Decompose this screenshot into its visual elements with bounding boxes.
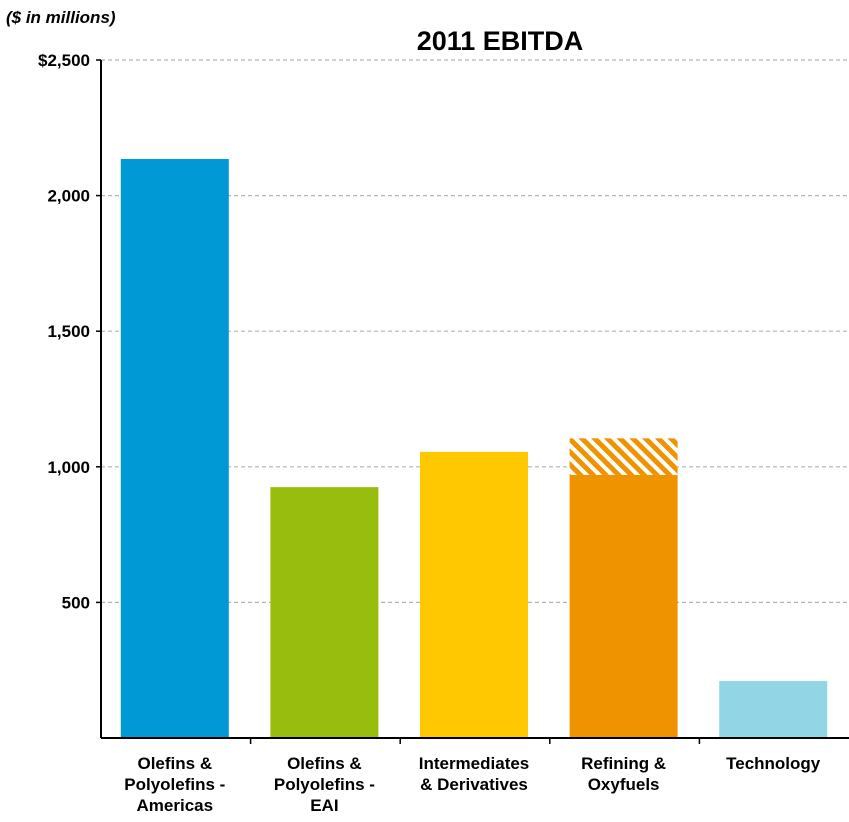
y-tick-label: 1,000 <box>47 458 90 477</box>
x-tick-label: Polyolefins - <box>274 775 375 794</box>
x-tick-label: Olefins & <box>287 754 362 773</box>
y-tick-label: $2,500 <box>38 51 90 70</box>
bar <box>719 681 828 738</box>
tick-labels: 500 1,000 1,500 2,000 $2,500 Olefins & Polyole… <box>38 51 821 815</box>
x-tick-label: Americas <box>137 796 214 815</box>
bar <box>569 474 678 738</box>
x-tick-label: EAI <box>310 796 338 815</box>
bar <box>270 487 379 738</box>
x-tick-label: Olefins & <box>137 754 212 773</box>
x-tick-label: Refining & <box>581 754 666 773</box>
bar-hatched-segment <box>569 438 678 475</box>
bar <box>120 158 229 738</box>
x-tick-label: & Derivatives <box>420 775 528 794</box>
y-tick-label: 2,000 <box>47 187 90 206</box>
x-tick-label: Oxyfuels <box>588 775 660 794</box>
bars <box>120 158 828 738</box>
chart-title: 2011 EBITDA <box>416 26 584 56</box>
y-tick-label: 1,500 <box>47 322 90 341</box>
x-tick-label: Polyolefins - <box>124 775 225 794</box>
unit-label: ($ in millions) <box>6 8 116 27</box>
y-tick-label: 500 <box>62 593 90 612</box>
bar <box>420 451 528 738</box>
x-tick-label: Technology <box>726 754 821 773</box>
x-tick-label: Intermediates <box>419 754 530 773</box>
axes <box>96 59 849 744</box>
